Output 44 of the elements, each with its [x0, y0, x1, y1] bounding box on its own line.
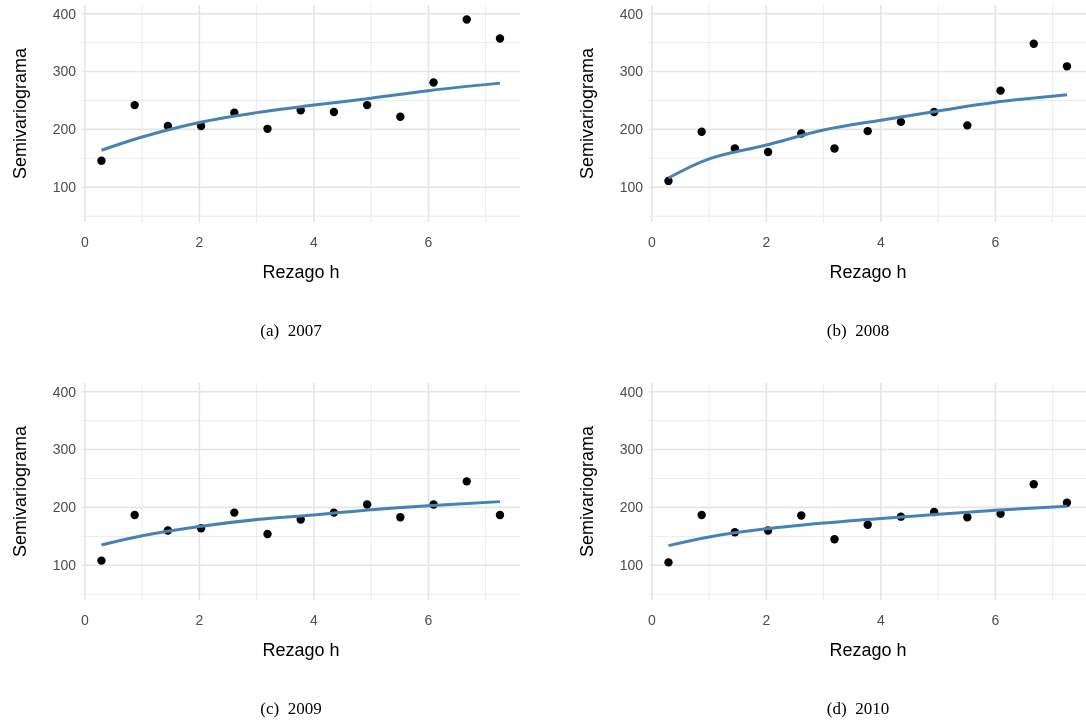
text: (a) 2007 [260, 321, 323, 340]
x-tick-label: 0 [80, 612, 89, 628]
x-tick-label: 4 [309, 612, 318, 628]
y-tick-label: 100 [52, 179, 77, 196]
x-tick-label: 2 [762, 234, 771, 250]
x-tick-label: 2 [762, 612, 771, 628]
y-tick-label: 100 [619, 557, 644, 574]
y-tick-label: 400 [619, 383, 644, 400]
x-axis-title: Rezago h [262, 640, 340, 660]
y-axis-title: Semivariograma [577, 424, 597, 558]
text: (b) 2008 [826, 321, 890, 340]
x-axis-title: Rezago h [829, 640, 907, 660]
y-tick-label: 300 [52, 63, 77, 80]
text: (c) 2009 [260, 699, 322, 718]
y-tick-label: 200 [52, 121, 77, 138]
x-tick-label: 6 [991, 234, 1000, 250]
y-axis-title: Semivariograma [10, 424, 30, 558]
y-tick-label: 300 [619, 441, 644, 458]
x-tick-label: 6 [991, 612, 1000, 628]
x-tick-label: 0 [647, 612, 656, 628]
y-tick-label: 400 [52, 383, 77, 400]
x-tick-label: 4 [876, 612, 885, 628]
y-tick-label: 100 [619, 179, 644, 196]
x-axis-title: Rezago h [262, 262, 340, 282]
y-tick-label: 200 [619, 499, 644, 516]
y-tick-label: 400 [619, 5, 644, 22]
x-tick-label: 4 [309, 234, 318, 250]
y-tick-label: 200 [52, 499, 77, 516]
x-axis-title: Rezago h [829, 262, 907, 282]
y-tick-label: 300 [52, 441, 77, 458]
text: (d) 2010 [826, 699, 890, 718]
x-tick-label: 2 [195, 612, 204, 628]
x-tick-label: 6 [424, 234, 433, 250]
x-tick-label: 4 [876, 234, 885, 250]
y-axis-title: Semivariograma [10, 46, 30, 180]
y-axis-title: Semivariograma [577, 46, 597, 180]
y-tick-label: 100 [52, 557, 77, 574]
x-tick-label: 0 [647, 234, 656, 250]
x-tick-label: 2 [195, 234, 204, 250]
y-tick-label: 200 [619, 121, 644, 138]
x-tick-label: 0 [80, 234, 89, 250]
x-tick-label: 6 [424, 612, 433, 628]
y-tick-label: 300 [619, 63, 644, 80]
y-tick-label: 400 [52, 5, 77, 22]
